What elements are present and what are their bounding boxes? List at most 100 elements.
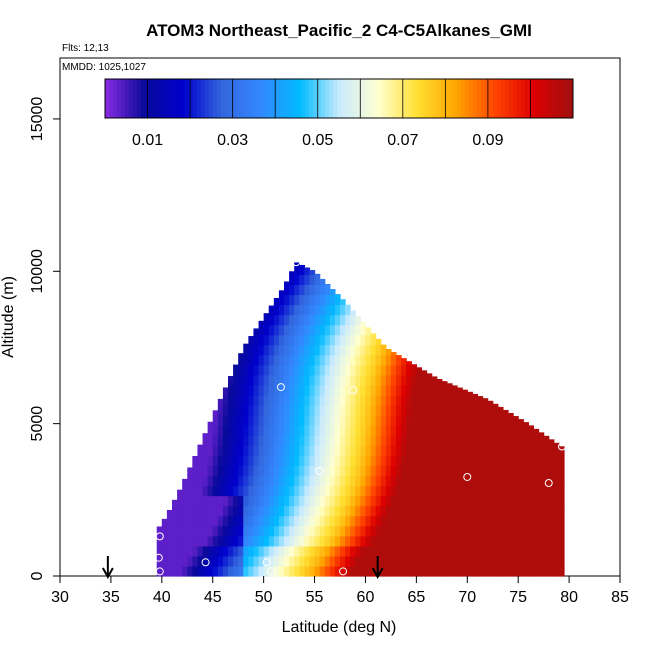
- heatmap-cell: [207, 525, 214, 537]
- heatmap-cell: [497, 515, 504, 527]
- heatmap-cell: [248, 435, 255, 446]
- heatmap-cell: [299, 455, 305, 466]
- heatmap-cell: [284, 324, 290, 336]
- heatmap-cell: [360, 515, 367, 527]
- heatmap-cell: [487, 505, 494, 517]
- heatmap-cell: [421, 515, 428, 527]
- heatmap-cell: [263, 314, 270, 326]
- heatmap-cell: [182, 535, 188, 547]
- heatmap-cell: [314, 324, 321, 336]
- heatmap-cell: [263, 515, 270, 527]
- heatmap-cell: [253, 555, 260, 567]
- heatmap-cell: [217, 535, 224, 547]
- heatmap-cell: [497, 565, 504, 577]
- colorbar-swatch: [309, 79, 314, 118]
- heatmap-cell: [457, 425, 463, 436]
- heatmap-cell: [508, 455, 514, 466]
- heatmap-cell: [360, 535, 367, 547]
- heatmap-cell: [396, 395, 402, 406]
- colorbar-swatch: [341, 79, 346, 118]
- heatmap-cell: [467, 455, 473, 466]
- heatmap-cell: [217, 515, 224, 527]
- heatmap-cell: [228, 485, 234, 497]
- heatmap-cell: [314, 274, 321, 285]
- heatmap-cell: [528, 475, 535, 487]
- heatmap-cell: [309, 334, 316, 346]
- heatmap-cell: [380, 354, 387, 366]
- heatmap-cell: [380, 565, 387, 577]
- heatmap-cell: [365, 354, 372, 366]
- heatmap-cell: [558, 545, 565, 557]
- heatmap-cell: [319, 384, 326, 396]
- heatmap-cell: [217, 435, 224, 446]
- heatmap-cell: [457, 415, 463, 426]
- heatmap-cell: [202, 455, 209, 466]
- heatmap-cell: [192, 535, 199, 547]
- heatmap-cell: [497, 425, 504, 436]
- heatmap-cell: [340, 505, 346, 517]
- heatmap-cell: [263, 425, 270, 436]
- heatmap-cell: [436, 515, 443, 527]
- heatmap-cell: [548, 505, 555, 517]
- heatmap-cell: [314, 555, 321, 567]
- heatmap-cell: [217, 425, 224, 436]
- heatmap-cell: [334, 535, 341, 547]
- heatmap-cell: [472, 475, 479, 487]
- heatmap-cell: [380, 415, 387, 426]
- heatmap-cell: [314, 485, 321, 497]
- heatmap-cell: [523, 525, 529, 537]
- heatmap-cell: [314, 535, 321, 547]
- heatmap-cell: [248, 405, 255, 416]
- heatmap-cell: [390, 425, 397, 436]
- heatmap-cell: [304, 515, 311, 527]
- heatmap-cell: [284, 374, 290, 386]
- heatmap-cell: [238, 364, 244, 376]
- heatmap-cell: [553, 495, 560, 507]
- heatmap-cell: [284, 425, 290, 436]
- heatmap-cell: [457, 565, 463, 577]
- heatmap-cell: [487, 495, 494, 507]
- heatmap-cell: [518, 419, 524, 426]
- heatmap-cell: [156, 565, 163, 577]
- heatmap-cell: [309, 455, 316, 466]
- heatmap-cell: [334, 475, 341, 487]
- heatmap-cell: [345, 304, 351, 316]
- heatmap-cell: [309, 344, 316, 356]
- heatmap-cell: [156, 545, 163, 557]
- heatmap-cell: [345, 505, 351, 517]
- heatmap-cell: [197, 475, 204, 487]
- heatmap-cell: [304, 485, 311, 497]
- heatmap-cell: [329, 425, 336, 436]
- heatmap-cell: [263, 395, 270, 406]
- heatmap-cell: [304, 445, 311, 456]
- heatmap-cell: [416, 565, 423, 577]
- heatmap-cell: [385, 465, 392, 477]
- heatmap-cell: [370, 455, 377, 466]
- heatmap-cell: [284, 334, 290, 346]
- heatmap-cell: [177, 535, 183, 547]
- heatmap-cell: [284, 525, 290, 537]
- heatmap-cell: [390, 515, 397, 527]
- heatmap-cell: [329, 304, 336, 316]
- heatmap-cell: [431, 565, 438, 577]
- heatmap-cell: [396, 485, 402, 497]
- colorbar-swatch: [265, 79, 270, 118]
- heatmap-cell: [299, 264, 305, 275]
- heatmap-cell: [284, 405, 290, 416]
- heatmap-cell: [233, 364, 239, 376]
- heatmap-cell: [166, 525, 173, 537]
- heatmap-cell: [187, 485, 193, 497]
- heatmap-cell: [482, 485, 489, 497]
- heatmap-cell: [248, 555, 255, 567]
- heatmap-cell: [289, 415, 295, 426]
- heatmap-cell: [243, 415, 249, 426]
- heatmap-cell: [452, 535, 458, 547]
- colorbar-swatch: [257, 79, 262, 118]
- heatmap-cell: [299, 485, 305, 497]
- heatmap-cell: [365, 327, 372, 336]
- heatmap-cell: [314, 405, 321, 416]
- heatmap-cell: [345, 374, 351, 386]
- colorbar-swatch: [137, 79, 142, 118]
- heatmap-cell: [441, 384, 448, 396]
- heatmap-cell: [477, 515, 484, 527]
